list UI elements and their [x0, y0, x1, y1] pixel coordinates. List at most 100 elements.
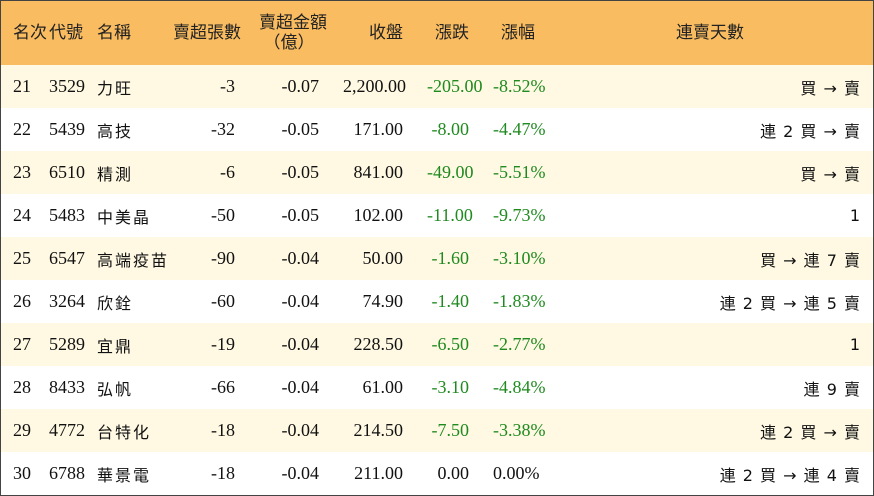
cell-code[interactable]: 5483: [49, 205, 85, 225]
table-row[interactable]: 24 5483 中美晶 -50 -0.05 102.00 -11.00 -9.73% 1: [1, 194, 873, 237]
table-row[interactable]: 22 5439 高技 -32 -0.05 171.00 -8.00 -4.47% 連 2 買 →…: [1, 108, 873, 151]
header-change-pct[interactable]: 漲幅: [501, 23, 535, 43]
cell-sell-qty: -19: [211, 334, 235, 354]
cell-change: -6.50: [431, 334, 470, 354]
cell-code[interactable]: 6547: [49, 248, 85, 268]
cell-name[interactable]: 高技: [97, 121, 134, 141]
cell-sell-amt: -0.04: [281, 463, 320, 483]
cell-change: -8.00: [431, 119, 470, 139]
cell-close: 228.50: [353, 334, 404, 354]
cell-streak: 連 2 買 → 連 4 賣: [719, 465, 861, 485]
header-streak[interactable]: 連賣天數: [676, 23, 744, 43]
cell-change-pct: -4.47%: [493, 119, 546, 139]
table-row[interactable]: 30 6788 華景電 -18 -0.04 211.00 0.00 0.00% 連 2 買 → …: [1, 452, 873, 495]
cell-name[interactable]: 中美晶: [97, 207, 152, 227]
cell-streak: 連 2 買 → 連 5 賣: [719, 293, 861, 313]
cell-code[interactable]: 6510: [49, 162, 85, 182]
cell-code[interactable]: 5289: [49, 334, 85, 354]
cell-rank: 22: [13, 119, 31, 139]
cell-sell-qty: -18: [211, 463, 235, 483]
cell-sell-amt: -0.05: [281, 205, 320, 225]
cell-code[interactable]: 4772: [49, 420, 85, 440]
header-sell-qty[interactable]: 賣超張數: [173, 23, 241, 43]
cell-streak: 連 2 買 → 賣: [760, 422, 861, 442]
header-name[interactable]: 名稱: [97, 23, 131, 43]
header-close[interactable]: 收盤: [369, 23, 403, 43]
cell-change-pct: -3.10%: [493, 248, 546, 268]
table-header: 名次 代號 名稱 賣超張數 賣超金額 （億） 收盤 漲跌 漲幅 連賣天數: [1, 1, 873, 65]
cell-change: -205.00: [427, 76, 483, 96]
header-code[interactable]: 代號: [49, 23, 83, 43]
cell-code[interactable]: 6788: [49, 463, 85, 483]
cell-sell-qty: -18: [211, 420, 235, 440]
cell-sell-qty: -6: [220, 162, 235, 182]
cell-close: 74.90: [362, 291, 404, 311]
header-sell-amt-line2: （億）: [263, 33, 315, 53]
cell-name[interactable]: 台特化: [97, 422, 152, 442]
cell-change-pct: -4.84%: [493, 377, 546, 397]
cell-change: -7.50: [431, 420, 470, 440]
cell-code[interactable]: 8433: [49, 377, 85, 397]
cell-change-pct: -8.52%: [493, 76, 546, 96]
cell-streak: 連 2 買 → 賣: [760, 121, 861, 141]
header-sell-amt[interactable]: 賣超金額 （億）: [247, 1, 331, 65]
cell-change: -49.00: [427, 162, 474, 182]
cell-sell-qty: -50: [211, 205, 235, 225]
cell-sell-amt: -0.07: [281, 76, 320, 96]
cell-sell-amt: -0.04: [281, 334, 320, 354]
table-body: 21 3529 力旺 -3 -0.07 2,200.00 -205.00 -8.52% 買 → …: [1, 65, 873, 495]
cell-close: 2,200.00: [343, 76, 406, 96]
cell-sell-amt: -0.05: [281, 162, 320, 182]
cell-change: 0.00: [437, 463, 470, 483]
cell-code[interactable]: 3264: [49, 291, 85, 311]
cell-name[interactable]: 華景電: [97, 465, 152, 485]
cell-change: -1.40: [431, 291, 470, 311]
cell-name[interactable]: 精測: [97, 164, 134, 184]
cell-streak: 買 → 連 7 賣: [760, 250, 861, 270]
header-rank[interactable]: 名次: [13, 23, 47, 43]
cell-close: 50.00: [362, 248, 404, 268]
cell-change-pct: -5.51%: [493, 162, 546, 182]
cell-close: 211.00: [354, 463, 403, 483]
cell-close: 214.50: [353, 420, 404, 440]
cell-rank: 24: [13, 205, 31, 225]
table-row[interactable]: 23 6510 精測 -6 -0.05 841.00 -49.00 -5.51% 買 → 賣: [1, 151, 873, 194]
cell-name[interactable]: 欣銓: [97, 293, 134, 313]
cell-streak: 1: [849, 335, 861, 354]
table-row[interactable]: 28 8433 弘帆 -66 -0.04 61.00 -3.10 -4.84% 連 9 賣: [1, 366, 873, 409]
cell-rank: 28: [13, 377, 31, 397]
cell-close: 171.00: [353, 119, 404, 139]
cell-rank: 23: [13, 162, 31, 182]
table-row[interactable]: 21 3529 力旺 -3 -0.07 2,200.00 -205.00 -8.52% 買 → …: [1, 65, 873, 108]
table-row[interactable]: 27 5289 宜鼎 -19 -0.04 228.50 -6.50 -2.77% 1: [1, 323, 873, 366]
cell-sell-qty: -3: [220, 76, 235, 96]
cell-change-pct: 0.00%: [493, 463, 540, 483]
table-row[interactable]: 29 4772 台特化 -18 -0.04 214.50 -7.50 -3.38% 連 2 買 …: [1, 409, 873, 452]
cell-code[interactable]: 3529: [49, 76, 85, 96]
cell-change: -1.60: [431, 248, 470, 268]
cell-code[interactable]: 5439: [49, 119, 85, 139]
cell-change: -3.10: [431, 377, 470, 397]
cell-sell-amt: -0.04: [281, 291, 320, 311]
header-change[interactable]: 漲跌: [435, 23, 469, 43]
cell-sell-amt: -0.04: [281, 377, 320, 397]
cell-name[interactable]: 力旺: [97, 78, 134, 98]
cell-sell-qty: -60: [211, 291, 235, 311]
header-row: 名次 代號 名稱 賣超張數 賣超金額 （億） 收盤 漲跌 漲幅 連賣天數: [1, 1, 873, 65]
header-sell-amt-line1: 賣超金額: [259, 13, 327, 33]
cell-sell-qty: -32: [211, 119, 235, 139]
cell-name[interactable]: 宜鼎: [97, 336, 134, 356]
cell-change-pct: -9.73%: [493, 205, 546, 225]
cell-streak: 買 → 賣: [800, 78, 861, 98]
cell-close: 102.00: [353, 205, 404, 225]
cell-name[interactable]: 弘帆: [97, 379, 134, 399]
table-row[interactable]: 26 3264 欣銓 -60 -0.04 74.90 -1.40 -1.83% 連 2 買 → …: [1, 280, 873, 323]
cell-sell-amt: -0.04: [281, 248, 320, 268]
cell-name[interactable]: 高端疫苗: [97, 250, 170, 270]
table-row[interactable]: 25 6547 高端疫苗 -90 -0.04 50.00 -1.60 -3.10% 買 → 連 …: [1, 237, 873, 280]
cell-change-pct: -1.83%: [493, 291, 546, 311]
cell-change-pct: -3.38%: [493, 420, 546, 440]
cell-sell-amt: -0.05: [281, 119, 320, 139]
